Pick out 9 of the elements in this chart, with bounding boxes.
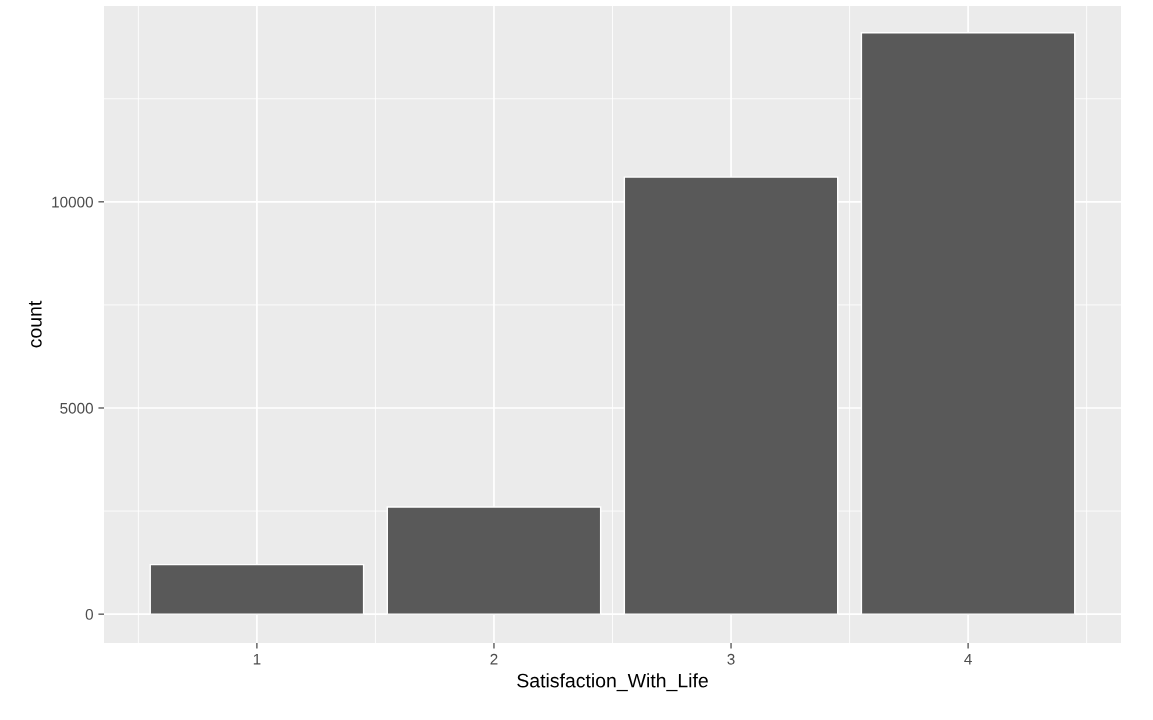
x-tick-label: 2: [490, 653, 498, 665]
y-tick-label: 5000: [60, 402, 93, 414]
x-tick-label: 1: [253, 653, 261, 665]
x-axis-title: Satisfaction_With_Life: [517, 673, 708, 692]
x-tick-label: 4: [964, 653, 972, 665]
y-axis-title: count: [28, 300, 42, 348]
y-tick-label: 0: [85, 609, 93, 620]
y-tick-label: 10000: [52, 196, 93, 208]
x-tick-label: 3: [727, 653, 735, 665]
